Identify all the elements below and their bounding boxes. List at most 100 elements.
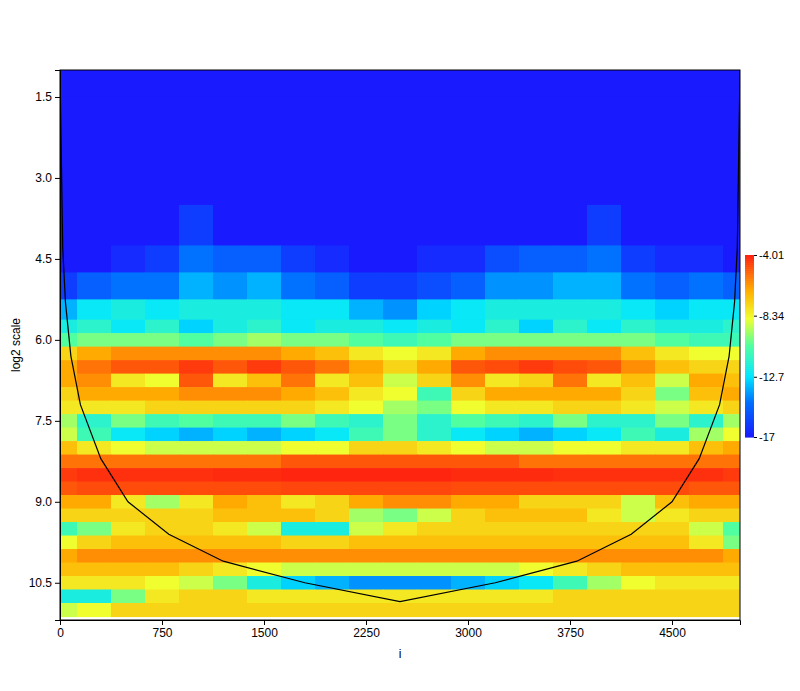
heatmap-cell [689, 495, 724, 509]
heatmap-cell [247, 455, 282, 469]
heatmap-cell [689, 590, 724, 604]
y-tick-label: 3.0 [35, 171, 52, 185]
heatmap-cell [77, 401, 112, 415]
heatmap-cell [485, 509, 520, 523]
heatmap-cell [587, 333, 622, 347]
heatmap-cell [247, 205, 282, 246]
heatmap-cell [621, 360, 656, 374]
y-tick: 4.5 [35, 252, 60, 266]
heatmap-cell [553, 603, 588, 617]
colorbar-tick-mark [754, 437, 757, 438]
heatmap-cell [417, 509, 452, 523]
colorbar: -4.01-8.34-12.7-17 [745, 249, 784, 443]
heatmap-cell [383, 428, 418, 442]
heatmap-cell [553, 347, 588, 361]
heatmap-cell [213, 347, 248, 361]
heatmap-cell [349, 299, 384, 320]
heatmap-cell [417, 482, 452, 496]
cone-of-influence [60, 70, 740, 602]
heatmap-cell [655, 374, 690, 388]
heatmap-cell [145, 205, 180, 246]
heatmap-cell [179, 360, 214, 374]
heatmap-cell [315, 299, 350, 320]
heatmap-cell [383, 495, 418, 509]
heatmap-cell [689, 272, 724, 300]
heatmap-cell [179, 374, 214, 388]
heatmap-cell [451, 482, 486, 496]
heatmap-cell [60, 536, 78, 550]
heatmap-cell [213, 576, 248, 590]
heatmap-cell [519, 97, 554, 152]
heatmap-cell [145, 151, 180, 206]
heatmap-cell [689, 245, 724, 273]
heatmap-cell [553, 441, 588, 455]
heatmap-cell [485, 441, 520, 455]
colorbar-tick: -17 [754, 431, 775, 443]
y-tick-label: 1.5 [35, 90, 52, 104]
heatmap-cell [417, 495, 452, 509]
heatmap-cell [587, 347, 622, 361]
heatmap-cell [451, 205, 486, 246]
heatmap-cell [519, 441, 554, 455]
heatmap-cell [451, 320, 486, 334]
heatmap-cell [417, 272, 452, 300]
heatmap-cell [723, 428, 740, 442]
heatmap-cell [383, 245, 418, 273]
heatmap-cell [281, 320, 316, 334]
heatmap-cell [451, 347, 486, 361]
heatmap-cell [315, 428, 350, 442]
heatmap-cell [247, 245, 282, 273]
heatmap-cell [723, 414, 740, 428]
heatmap-cell [723, 482, 740, 496]
heatmap-cell [417, 70, 452, 98]
heatmap-cell [111, 70, 146, 98]
y-tick-label: 7.5 [35, 414, 52, 428]
heatmap-cell [281, 455, 316, 469]
heatmap-cell [60, 272, 78, 300]
heatmap-cell [77, 387, 112, 401]
heatmap-cell [655, 482, 690, 496]
heatmap-cell [247, 441, 282, 455]
heatmap-cell [519, 333, 554, 347]
heatmap-cell [383, 320, 418, 334]
x-tick-label: 1500 [251, 626, 278, 640]
heatmap-cell [689, 549, 724, 563]
heatmap-cell [655, 272, 690, 300]
heatmap-cell [655, 387, 690, 401]
heatmap-cell [451, 509, 486, 523]
heatmap-cell [689, 333, 724, 347]
heatmap-cell [111, 414, 146, 428]
heatmap-cell [281, 414, 316, 428]
heatmap-cell [417, 441, 452, 455]
heatmap-cell [587, 455, 622, 469]
heatmap-cell [383, 97, 418, 152]
heatmap-cell [553, 576, 588, 590]
heatmap-cell [60, 522, 78, 536]
heatmap-cell [417, 333, 452, 347]
heatmap-cell [689, 320, 724, 334]
heatmap-cell [145, 360, 180, 374]
heatmap-cell [383, 468, 418, 482]
heatmap-cell [77, 347, 112, 361]
heatmap-cell [519, 414, 554, 428]
x-tick: 2250 [353, 620, 380, 640]
heatmap-cell [349, 590, 384, 604]
heatmap-cell [417, 428, 452, 442]
heatmap-cell [383, 563, 418, 577]
cells [60, 70, 740, 617]
x-tick-label: 750 [152, 626, 172, 640]
heatmap-cell [60, 509, 78, 523]
heatmap-cell [485, 374, 520, 388]
colorbar-tick: -12.7 [754, 371, 784, 383]
heatmap-cell [553, 455, 588, 469]
heatmap-cell [519, 522, 554, 536]
heatmap-cell [77, 549, 112, 563]
colorbar-tick-label: -17 [759, 431, 775, 443]
heatmap-cell [60, 603, 78, 617]
heatmap-cell [621, 70, 656, 98]
heatmap-cell [349, 576, 384, 590]
heatmap-cell [485, 522, 520, 536]
heatmap-cell [519, 70, 554, 98]
heatmap-cell [417, 320, 452, 334]
heatmap-cell [145, 387, 180, 401]
